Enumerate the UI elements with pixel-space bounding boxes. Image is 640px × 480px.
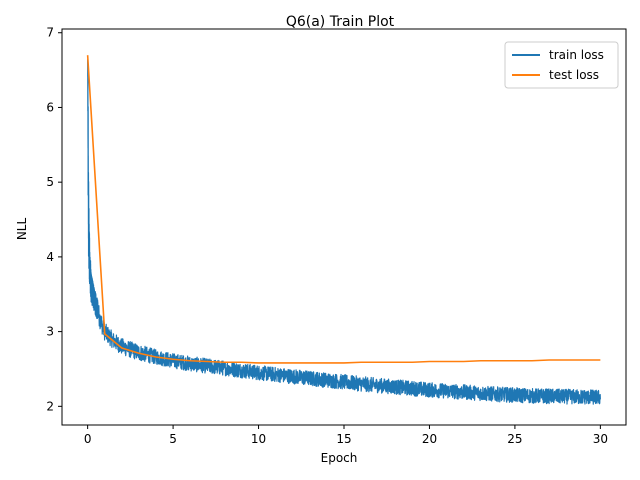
y-axis-ticks: 2 3 4 5 6 7 [46, 26, 62, 413]
x-axis-label: Epoch [321, 451, 358, 465]
x-tick-label: 10 [251, 432, 266, 446]
y-tick-label: 5 [46, 175, 54, 189]
chart-title: Q6(a) Train Plot [286, 14, 395, 30]
y-tick-label: 6 [46, 100, 54, 114]
series-line-train-loss [87, 59, 601, 405]
x-tick-label: 30 [593, 432, 608, 446]
legend: train loss test loss [504, 41, 619, 89]
legend-label-test-loss: test loss [549, 68, 599, 82]
legend-box [504, 41, 619, 89]
y-tick-label: 3 [46, 325, 54, 339]
legend-label-train-loss: train loss [549, 48, 604, 62]
series-line-test-loss [86, 55, 601, 364]
y-axis-label: NLL [15, 218, 29, 241]
x-tick-label: 25 [507, 432, 522, 446]
x-tick-label: 15 [336, 432, 351, 446]
x-tick-label: 0 [84, 432, 92, 446]
x-axis-ticks: 0 5 10 15 20 25 30 [84, 425, 608, 446]
y-tick-label: 2 [46, 399, 54, 413]
series-layer [86, 55, 601, 405]
y-tick-label: 4 [46, 250, 54, 264]
x-tick-label: 5 [169, 432, 177, 446]
y-tick-label: 7 [46, 26, 54, 40]
x-tick-label: 20 [422, 432, 437, 446]
